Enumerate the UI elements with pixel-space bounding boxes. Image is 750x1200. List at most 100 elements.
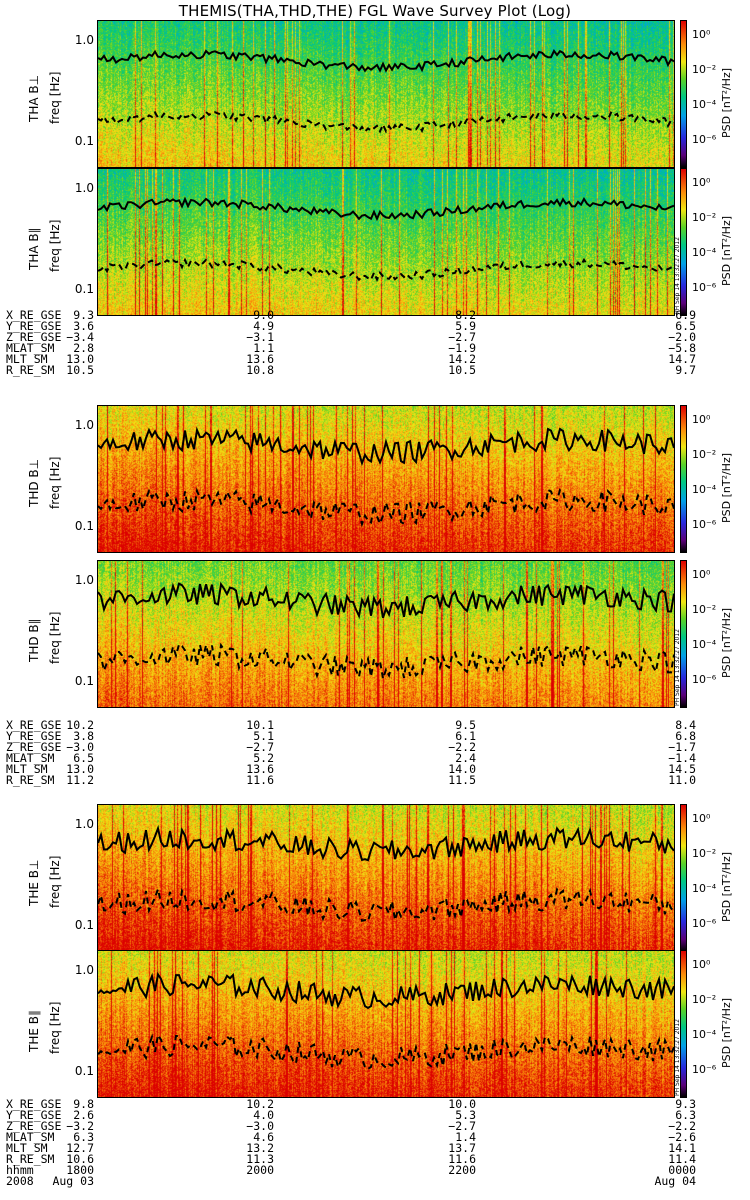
ephemeris-value: 4.0 [253,1108,274,1122]
colorbar-tick: 10⁰ [692,812,711,825]
ephemeris-label: X_RE_GSE [6,1097,62,1111]
y-tick-label: 0.1 [74,133,94,148]
ephemeris-value: 2200 [448,1163,476,1177]
colorbar-tick: 10⁻⁴ [692,483,717,496]
ephemeris-row: R_RE_SM 10.5 10.8 10.5 9.7 [6,363,726,377]
colorbar-tick: 10⁰ [692,958,711,971]
spectrogram-image [98,406,674,552]
colorbar-tick: 10⁻⁶ [692,518,717,531]
ephemeris-value: −5.8 [668,341,696,355]
y-tick-label: 0.1 [74,917,94,932]
ephemeris-label: MLT_SM [6,1141,48,1155]
ephemeris-value: 2000 [246,1163,274,1177]
ephemeris-label: Z_RE_GSE [6,1119,62,1133]
colorbar-tick: 10⁻² [692,63,717,76]
colorbar [680,168,687,316]
freq-axis-label: freq [Hz] [48,855,62,908]
colorbar-label: PSD [nT²/Hz] [720,452,733,523]
ephemeris-label: MLT_SM [6,352,48,366]
ephemeris-value: −2.2 [448,740,476,754]
ephemeris-value: 6.9 [675,308,696,322]
ephemeris-row: MLT_SM 13.0 13.6 14.0 14.5 [6,762,726,776]
ephemeris-label: R_RE_SM [6,1152,55,1166]
ephemeris-value: −2.6 [668,1130,696,1144]
ephemeris-label: hhmm [6,1163,34,1177]
ephemeris-value: 10.8 [246,363,274,377]
colorbar-tick: 10⁻⁴ [692,638,717,651]
ephemeris-label: X_RE_GSE [6,718,62,732]
colorbar-tick: 10⁰ [692,568,711,581]
y-tick-label: 1.0 [74,32,94,47]
ephemeris-value: 14.5 [668,762,696,776]
ephemeris-value: 10.2 [66,718,94,732]
plot-title: THEMIS(THA,THD,THE) FGL Wave Survey Plot… [178,2,572,20]
ephemeris-label: MLT_SM [6,762,48,776]
ephemeris-value: 10.5 [448,363,476,377]
ephemeris-value: 9.0 [253,308,274,322]
ephemeris-block: X_RE_GSE 9.8 10.2 10.0 9.3 Y_RE_GSE 2.6 4.0 5.3 6… [6,1097,726,1197]
ephemeris-row: MLAT_SM 6.3 4.6 1.4 −2.6 [6,1130,726,1144]
y-tick-label: 0.1 [74,673,94,688]
ephemeris-value: 12.7 [66,1141,94,1155]
helium-gyrofrequency-line [98,885,674,923]
ephemeris-value: 2.8 [73,341,94,355]
ephemeris-row: MLAT_SM 6.5 5.2 2.4 −1.4 [6,751,726,765]
colorbar [680,804,687,952]
timestamp-stamp: PH Sep 14 13:32:27 2012 [674,629,681,706]
ephemeris-row: Z_RE_GSE −3.2 −3.0 −2.7 −2.2 [6,1119,726,1133]
ephemeris-value: 13.6 [246,762,274,776]
ephemeris-row: Z_RE_GSE −3.4 −3.1 −2.7 −2.0 [6,330,726,344]
ephemeris-value: 11.6 [448,1152,476,1166]
ephemeris-value: 14.0 [448,762,476,776]
ephemeris-label: R_RE_SM [6,363,55,377]
ephemeris-value: 5.3 [455,1108,476,1122]
colorbar-tick: 10⁻⁴ [692,98,717,111]
gyrofrequency-line [98,426,674,467]
colorbar-tick: 10⁻² [692,211,717,224]
panel-ylabel: THD B⊥ [27,458,41,507]
ephemeris-value: 3.8 [73,729,94,743]
ephemeris-value: 10.5 [66,363,94,377]
panel-ylabel: THA B∥ [27,227,41,270]
colorbar-label: PSD [nT²/Hz] [720,997,733,1068]
helium-gyrofrequency-line [98,642,674,681]
frequency-curves [98,48,674,134]
ephemeris-value: 8.2 [455,308,476,322]
colorbar-tick: 10⁻⁶ [692,1063,717,1076]
colorbar-tick: 10⁰ [692,28,711,41]
colorbar-tick: 10⁻⁶ [692,917,717,930]
ephemeris-value: Aug 04 [654,1174,696,1188]
y-tick-label: 0.1 [74,281,94,296]
ephemeris-value: 13.7 [448,1141,476,1155]
ephemeris-value: 8.4 [675,718,696,732]
ephemeris-value: 9.5 [455,718,476,732]
spectrogram-panel [97,168,675,316]
ephemeris-value: 14.2 [448,352,476,366]
gyrofrequency-line [98,196,674,222]
spectrogram-panel [97,560,675,708]
ephemeris-label: MLAT_SM [6,751,55,765]
gyrofrequency-line [98,971,674,1010]
colorbar-tick: 10⁻⁶ [692,673,717,686]
ephemeris-label: Z_RE_GSE [6,740,62,754]
frequency-curves [98,581,674,681]
ephemeris-row: Y_RE_GSE 3.6 4.9 5.9 6.5 [6,319,726,333]
colorbar-tick: 10⁻⁴ [692,246,717,259]
colorbar [680,405,687,553]
colorbar-label: PSD [nT²/Hz] [720,607,733,678]
spectrogram-image [98,951,674,1097]
frequency-curves [98,824,674,923]
ephemeris-value: −3.0 [246,1119,274,1133]
freq-axis-label: freq [Hz] [48,71,62,124]
panel-ylabel: THE B⊥ [27,859,41,906]
ephemeris-value: 10.6 [66,1152,94,1166]
colorbar-tick: 10⁻² [692,448,717,461]
ephemeris-label: MLAT_SM [6,1130,55,1144]
frequency-curves [98,971,674,1071]
ephemeris-value: 2.4 [455,751,476,765]
timestamp-stamp: PH Sep 14 13:32:27 2012 [674,237,681,314]
y-tick-label: 1.0 [74,417,94,432]
ephemeris-value: 1800 [66,1163,94,1177]
colorbar-label: PSD [nT²/Hz] [720,67,733,138]
y-tick-label: 1.0 [74,816,94,831]
